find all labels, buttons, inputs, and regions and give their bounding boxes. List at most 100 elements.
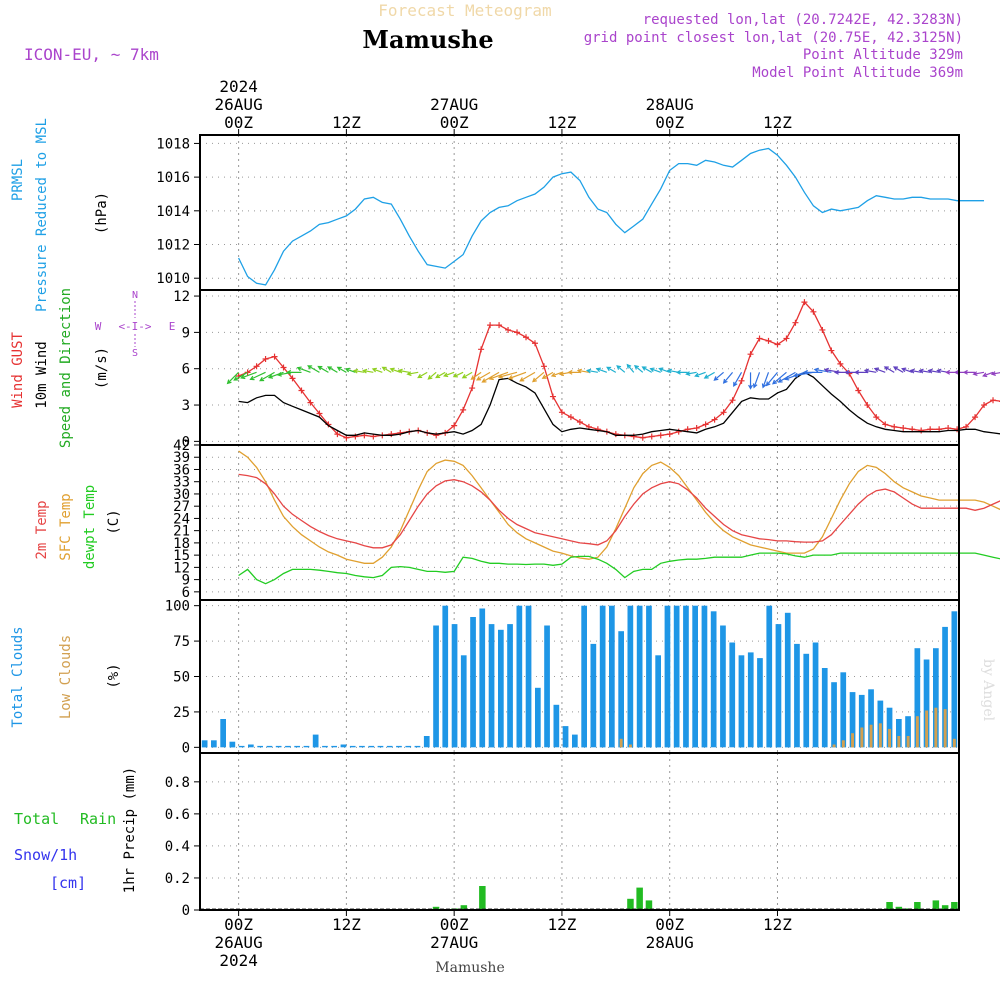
low-cloud-bar bbox=[915, 716, 919, 748]
temp2m-line bbox=[238, 473, 1000, 549]
y-tick-label: 18 bbox=[173, 536, 190, 552]
y-tick-label: 0 bbox=[182, 434, 190, 450]
wind-arrow bbox=[259, 371, 275, 382]
bottom-tick-label: 12Z bbox=[763, 915, 792, 934]
low-cloud-bar bbox=[952, 738, 956, 748]
rain-bar bbox=[941, 905, 949, 910]
wind-arrow bbox=[397, 368, 410, 374]
wind-arrow bbox=[476, 371, 491, 381]
rain-bar bbox=[951, 902, 958, 910]
wind-arrow bbox=[722, 371, 734, 384]
gust-marker bbox=[514, 329, 521, 336]
wind-arrow bbox=[765, 371, 778, 387]
gust-marker bbox=[244, 369, 251, 376]
total-cloud-bar bbox=[831, 682, 837, 748]
total-cloud-bar bbox=[710, 611, 717, 748]
rain-bar bbox=[932, 900, 940, 910]
wind-arrow bbox=[541, 371, 554, 379]
wind-arrow bbox=[748, 372, 753, 390]
total-cloud-bar bbox=[386, 745, 393, 748]
total-cloud-bar bbox=[896, 719, 902, 748]
wind-unit: (m/s) bbox=[94, 347, 110, 389]
rain-bar bbox=[432, 906, 440, 910]
model-label: ICON-EU, ~ 7km bbox=[24, 45, 159, 64]
wind-arrow bbox=[658, 367, 670, 373]
gust-marker bbox=[334, 431, 341, 438]
total-cloud-bar bbox=[423, 736, 430, 748]
dewpt-line bbox=[238, 552, 1000, 585]
total-cloud-bar bbox=[442, 605, 449, 748]
wind-arrow bbox=[703, 371, 715, 379]
y-tick-label: 39 bbox=[173, 450, 190, 466]
total-cloud-bar bbox=[683, 605, 689, 748]
gust-marker bbox=[271, 353, 278, 360]
sfc-temp-line bbox=[238, 450, 1000, 564]
wind-arrow bbox=[226, 371, 240, 385]
y-tick-label: 0.2 bbox=[165, 871, 190, 887]
wind-line bbox=[238, 371, 1000, 436]
gust-marker bbox=[316, 410, 323, 417]
wind-arrow bbox=[344, 367, 356, 373]
total-cloud-bar bbox=[285, 745, 291, 748]
gust-marker bbox=[262, 356, 269, 363]
bottom-tick-date: 27AUG bbox=[430, 933, 478, 952]
wind-arrow bbox=[972, 371, 985, 377]
grid-point-coords: grid point closest lon,lat (20.75E, 42.3… bbox=[584, 30, 963, 46]
gust-marker bbox=[765, 337, 772, 344]
y-tick-label: 36 bbox=[173, 462, 190, 478]
y-tick-label: 27 bbox=[173, 499, 190, 515]
clouds-unit: (%) bbox=[106, 663, 122, 688]
rain-bar bbox=[886, 902, 893, 910]
model-altitude: Model Point Altitude 369m bbox=[752, 65, 963, 81]
y-tick-label: 0.6 bbox=[165, 807, 190, 823]
panel-border bbox=[199, 134, 960, 291]
super-title: Forecast Meteogram bbox=[378, 1, 551, 20]
gust-marker bbox=[630, 433, 637, 440]
rain-bar bbox=[895, 906, 903, 910]
low-cloud-bar bbox=[925, 710, 929, 748]
total-cloud-bar bbox=[840, 672, 847, 748]
wind-arrow bbox=[550, 371, 563, 378]
bottom-tick-date: 28AUG bbox=[646, 933, 694, 952]
gust-marker bbox=[810, 308, 817, 315]
bottom-tick-label: 00Z bbox=[655, 915, 684, 934]
point-altitude: Point Altitude 329m bbox=[803, 47, 963, 63]
gust-marker bbox=[567, 414, 574, 421]
y-tick-label: 12 bbox=[173, 560, 190, 576]
gust-marker bbox=[639, 434, 646, 441]
total-cloud-bar bbox=[257, 745, 263, 748]
rain-bar bbox=[479, 886, 486, 910]
wind-panel: 0 3 6 9 12 bbox=[173, 289, 1000, 450]
y-tick-label: 1010 bbox=[156, 271, 190, 287]
wind-arrow bbox=[307, 365, 320, 373]
panel-border bbox=[199, 752, 960, 911]
wind-arrow bbox=[733, 372, 743, 387]
total-cloud-bar bbox=[618, 631, 624, 748]
total-cloud-bar bbox=[692, 605, 698, 748]
direction-label: Speed and Direction bbox=[58, 288, 74, 448]
pressure-label-short: PRMSL bbox=[10, 159, 26, 201]
wind-arrow bbox=[772, 371, 787, 385]
gust-marker bbox=[783, 335, 790, 342]
total-cloud-bar bbox=[599, 605, 606, 748]
credit: by Angel bbox=[980, 659, 996, 722]
total-cloud-bar bbox=[340, 744, 347, 748]
low-cloud-bar bbox=[897, 736, 901, 748]
wind-arrow bbox=[470, 371, 482, 380]
total-cloud-bar bbox=[858, 694, 865, 748]
gust-marker bbox=[576, 418, 583, 425]
gust-marker bbox=[478, 346, 485, 353]
total-cloud-bar bbox=[488, 624, 495, 748]
compass-east: E bbox=[169, 320, 176, 333]
wind-arrow bbox=[863, 368, 877, 374]
gust-marker bbox=[873, 414, 880, 421]
wind-arrow bbox=[267, 371, 284, 379]
low-cloud-bar bbox=[878, 723, 882, 748]
temp2m-label: 2m Temp bbox=[34, 500, 50, 559]
total-cloud-bar bbox=[368, 745, 375, 748]
total-cloud-bar bbox=[535, 687, 541, 748]
wind-arrow bbox=[694, 371, 706, 378]
gust-marker bbox=[738, 377, 745, 384]
